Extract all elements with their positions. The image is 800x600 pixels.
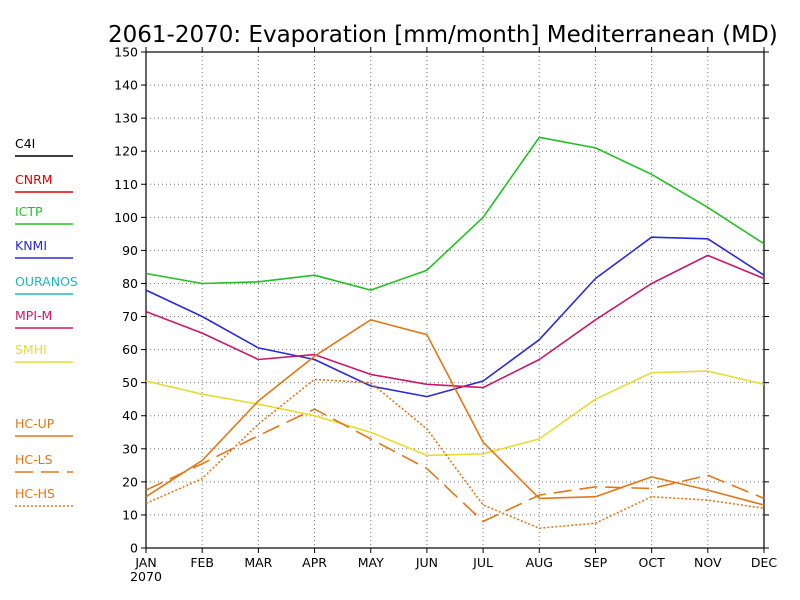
y-tick-label: 40 <box>122 408 138 423</box>
x-tick-label: FEB <box>190 555 214 570</box>
legend: C4I CNRM ICTP KNMI OURANOS MPI-M SMHI HC-UP HC-L… <box>15 136 78 507</box>
y-tick-label: 70 <box>122 309 138 324</box>
series-line-ictp <box>145 136 765 291</box>
legend-label: KNMI <box>15 238 47 253</box>
legend-label: HC-HS <box>15 486 55 501</box>
legend-label: SMHI <box>15 342 47 357</box>
y-tick-label: 150 <box>114 45 138 60</box>
x-tick-label: AUG <box>526 555 553 570</box>
y-tick-label: 140 <box>114 78 138 93</box>
legend-label: MPI-M <box>15 308 52 323</box>
y-tick-label: 10 <box>122 507 138 522</box>
series-line-smhi <box>145 370 765 457</box>
x-tick-label: APR <box>302 555 327 570</box>
x-tick-label: MAR <box>244 555 272 570</box>
y-tick-label: 20 <box>122 474 138 489</box>
y-tick-label: 80 <box>122 276 138 291</box>
plot-frame <box>145 51 765 549</box>
y-tick-label: 0 <box>130 541 138 556</box>
x-tick-label: OCT <box>639 555 666 570</box>
chart-title: 2061-2070: Evaporation [mm/month] Medite… <box>108 22 778 48</box>
x-tick-label: JUL <box>472 555 493 570</box>
legend-label: C4I <box>15 136 35 151</box>
x-tick-label: SEP <box>584 555 608 570</box>
x-tick-label: NOV <box>694 555 722 570</box>
y-tick-label: 130 <box>114 111 138 126</box>
y-tick-label: 110 <box>114 177 138 192</box>
series-line-hc-up <box>145 318 765 506</box>
legend-label: HC-UP <box>15 416 55 431</box>
axes: 0 10 20 30 40 50 60 70 80 90 100 110 120 130 140 150 JAN… <box>114 45 777 585</box>
y-tick-label: 50 <box>122 375 138 390</box>
x-tick-label: MAY <box>358 555 384 570</box>
y-tick-label: 120 <box>114 144 138 159</box>
series-lines <box>145 136 765 530</box>
y-tick-label: 90 <box>122 243 138 258</box>
y-tick-label: 30 <box>122 441 138 456</box>
legend-label: OURANOS <box>15 274 78 289</box>
y-tick-label: 100 <box>114 210 138 225</box>
y-tick-label: 60 <box>122 342 138 357</box>
legend-label: HC-LS <box>15 452 53 467</box>
legend-label: ICTP <box>15 204 43 219</box>
series-line-mpi-m <box>145 254 765 389</box>
series-line-hc-ls <box>145 408 765 523</box>
legend-label: CNRM <box>15 172 53 187</box>
x-tick-label: JAN <box>134 555 156 570</box>
x-year-label: 2070 <box>130 569 162 584</box>
x-tick-label: DEC <box>751 555 778 570</box>
grid <box>146 52 764 548</box>
x-tick-label: JUN <box>415 555 438 570</box>
